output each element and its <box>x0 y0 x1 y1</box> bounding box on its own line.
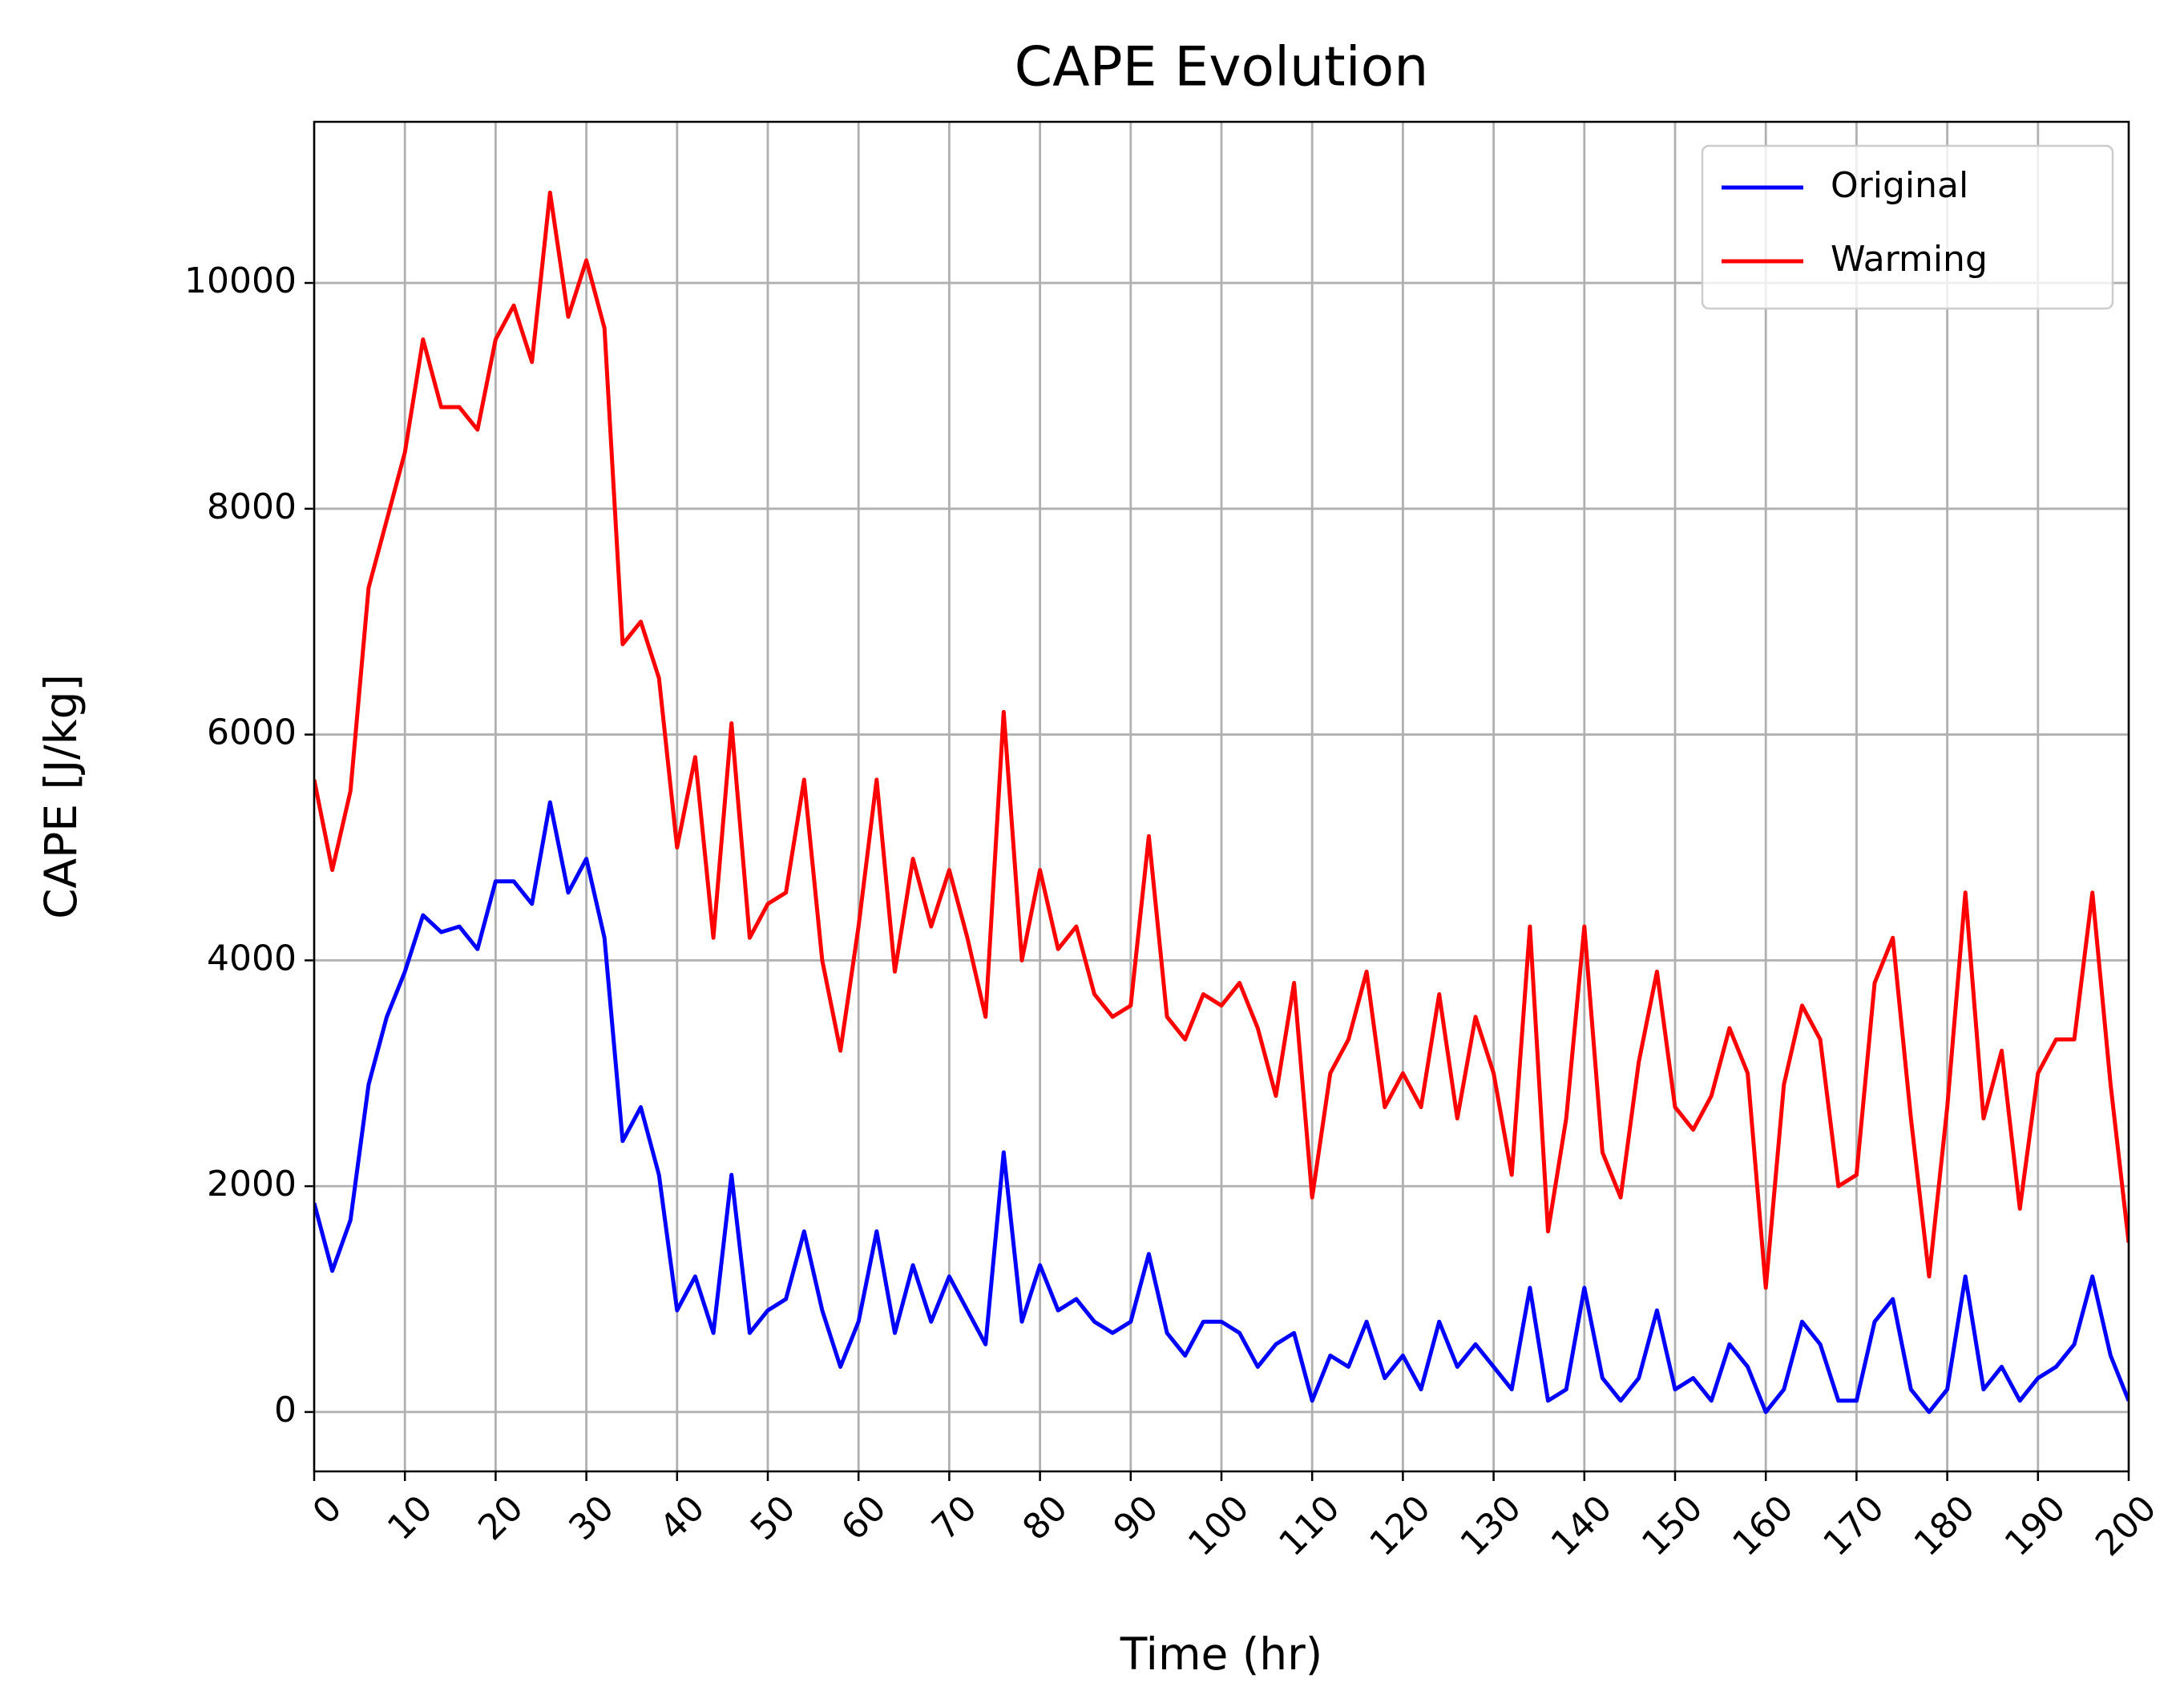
data-line <box>314 800 2129 1414</box>
legend-box <box>1701 144 2114 310</box>
x-tick-label: 20 <box>470 1487 531 1548</box>
legend: Original Warming <box>1701 144 2114 310</box>
legend-label: Original <box>1831 165 1968 206</box>
x-tick-label: 90 <box>1106 1487 1167 1548</box>
x-tick-label: 70 <box>924 1487 985 1548</box>
x-tick-label: 40 <box>652 1487 713 1548</box>
data-line <box>314 190 2129 1290</box>
x-tick-label: 120 <box>1362 1487 1438 1564</box>
y-tick-label: 10000 <box>184 260 297 301</box>
x-axis-label: Time (hr) <box>1120 1628 1322 1680</box>
plot-frame <box>313 120 2130 1473</box>
plot-area <box>314 190 2129 1414</box>
x-tick-label: 190 <box>1997 1487 2073 1564</box>
x-tick-label: 80 <box>1015 1487 1076 1548</box>
chart-title: CAPE Evolution <box>1015 36 1429 99</box>
x-tick-label: 160 <box>1725 1487 1801 1564</box>
y-tick-label: 0 <box>274 1390 297 1431</box>
x-tick-label: 50 <box>743 1487 804 1548</box>
x-tick-label: 110 <box>1271 1487 1347 1564</box>
x-tick-label: 130 <box>1453 1487 1529 1564</box>
y-tick-label: 8000 <box>207 486 297 527</box>
x-tick-label: 100 <box>1181 1487 1257 1564</box>
x-tick-label: 180 <box>1907 1487 1983 1564</box>
x-tick-label: 150 <box>1634 1487 1710 1564</box>
legend-label: Warming <box>1831 239 1988 280</box>
x-tick-label: 200 <box>2088 1487 2164 1564</box>
y-tick-label: 4000 <box>207 938 297 979</box>
x-tick-label: 60 <box>834 1487 894 1548</box>
y-tick-label: 2000 <box>207 1164 297 1205</box>
x-tick-label: 170 <box>1815 1487 1891 1564</box>
x-tick-label: 30 <box>561 1487 622 1548</box>
x-tick-label: 10 <box>380 1487 441 1548</box>
y-tick-label: 6000 <box>207 712 297 753</box>
x-tick-label: 0 <box>305 1487 350 1532</box>
y-axis-label: CAPE [J/kg] <box>35 674 87 919</box>
x-tick-label: 140 <box>1544 1487 1620 1564</box>
